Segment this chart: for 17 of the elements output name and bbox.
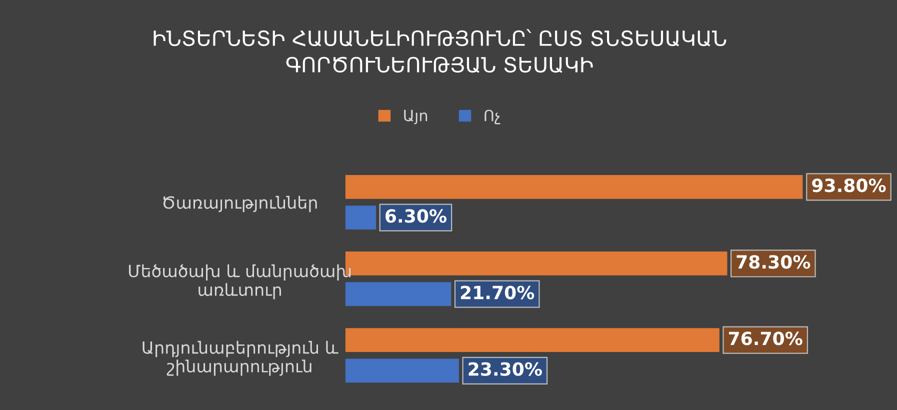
data-label: 93.80% — [812, 178, 886, 192]
data-label: 6.30% — [386, 209, 446, 223]
y-tick-label: Մեծածախ և մանրածախ առևտուր — [128, 264, 351, 300]
legend-label: Այո — [404, 110, 428, 124]
bar — [345, 358, 459, 383]
y-tick-label: Ծառայություններ — [164, 196, 317, 212]
bar — [345, 328, 720, 352]
chart-title: ԻՆՏԵՐՆԵՏԻ ՀԱՍԱՆԵԼԻՈՒԹՅՈՒՆԸ՝ ԸՍՏ ՏՆՏԵՍԱԿԱՆ ԳՈՐԾՈՒՆԵՈՒԹՅԱՆ ՏԵՍԱԿԻ — [154, 29, 726, 73]
legend-label: Ոչ — [484, 110, 500, 124]
y-tick-label: Արդյունաբերություն և շինարարություն — [142, 340, 338, 376]
data-label: 23.30% — [468, 362, 542, 376]
bar — [345, 175, 803, 199]
data-label: 76.70% — [728, 332, 802, 346]
data-label: 21.70% — [460, 286, 534, 300]
bar — [345, 282, 452, 306]
bar — [345, 206, 376, 230]
data-label: 78.30% — [736, 255, 810, 269]
